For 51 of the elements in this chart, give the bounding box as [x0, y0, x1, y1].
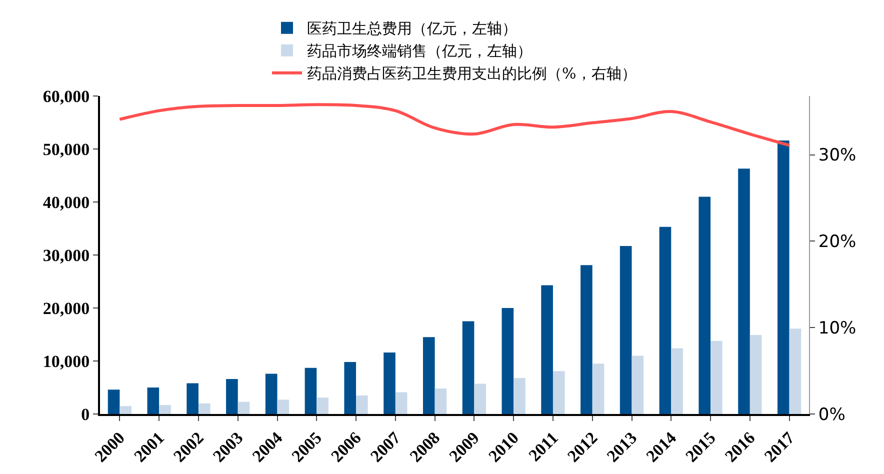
- y-tick-label: 40,000: [42, 192, 90, 212]
- bar: [422, 337, 435, 414]
- y-tick-label: 0: [81, 404, 90, 424]
- bar: [671, 348, 683, 414]
- bar: [580, 265, 592, 414]
- bar: [344, 362, 356, 414]
- bar: [147, 388, 160, 414]
- y2-tick-label: 20%: [818, 232, 856, 252]
- y-tick-label: 20,000: [42, 298, 90, 318]
- bar: [198, 403, 210, 414]
- legend-label: 药品消费占医药卫生费用支出的比例（%，右轴）: [307, 64, 636, 83]
- bar: [552, 371, 565, 414]
- bar: [789, 328, 802, 414]
- bar: [316, 398, 328, 414]
- legend-label: 药品市场终端销售（亿元，左轴）: [307, 42, 532, 60]
- y2-tick-label: 10%: [818, 318, 856, 339]
- bar: [502, 308, 514, 414]
- bar: [384, 352, 396, 414]
- bar: [186, 383, 198, 414]
- bar: [120, 406, 132, 414]
- bar: [514, 378, 526, 414]
- y-tick-label: 30,000: [42, 246, 90, 265]
- bar: [434, 388, 447, 414]
- bar: [356, 395, 368, 414]
- bar: [541, 285, 553, 414]
- y2-tick-label: 30%: [818, 146, 856, 166]
- bar: [462, 321, 474, 414]
- bar: [777, 140, 790, 414]
- bar: [750, 335, 762, 414]
- bar: [698, 196, 711, 414]
- y2-tick-label: 0%: [818, 404, 846, 425]
- legend-label: 医药卫生总费用（亿元，左轴）: [307, 20, 517, 38]
- bar: [592, 364, 604, 414]
- bar: [474, 384, 486, 414]
- bar: [108, 390, 120, 414]
- y-tick-label: 10,000: [42, 352, 90, 371]
- bar: [632, 356, 644, 414]
- bar: [226, 379, 238, 414]
- bar: [265, 374, 278, 414]
- bar: [710, 340, 722, 414]
- bar: [395, 392, 408, 414]
- bar: [620, 246, 632, 414]
- bar: [238, 402, 250, 414]
- bar: [304, 368, 317, 414]
- bar: [738, 168, 750, 414]
- y-tick-label: 60,000: [42, 86, 90, 106]
- y-tick-label: 50,000: [42, 140, 90, 159]
- bar: [159, 404, 171, 414]
- bar: [659, 226, 672, 414]
- bar: [277, 400, 290, 414]
- line-series: [118, 103, 791, 147]
